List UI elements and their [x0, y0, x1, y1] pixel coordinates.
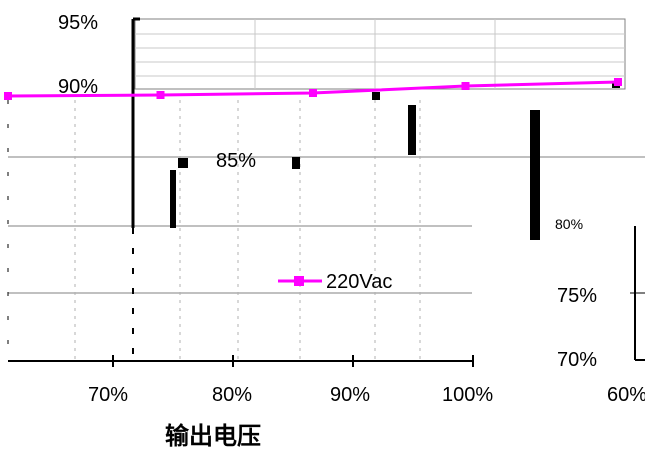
data-point-0-3: [461, 82, 470, 90]
inset-y-tick-label-80: 80%: [555, 216, 583, 232]
y-tick-label-90: 90%: [58, 76, 98, 98]
render-artifact-2: [292, 157, 300, 169]
render-artifact-5: [530, 110, 540, 240]
y-tick-label-85: 85%: [216, 150, 256, 172]
render-artifact-1: [178, 158, 188, 168]
grid: [8, 18, 645, 360]
series-layer: [4, 78, 622, 100]
x-tick-label-70: 70%: [88, 384, 128, 406]
legend-marker: [294, 276, 304, 286]
inset-plot-frame: [134, 18, 626, 90]
data-point-0-2: [309, 89, 317, 97]
render-artifact-3: [372, 92, 380, 100]
legend: 220Vac: [278, 271, 392, 293]
inset-x-tick-label-60: 60%: [607, 384, 645, 406]
axes: [7, 17, 645, 367]
x-tick-label-80: 80%: [212, 384, 252, 406]
x-axis-title: 输出电压: [165, 422, 261, 450]
render-artifact-0: [170, 170, 176, 228]
x-tick-label-90: 90%: [330, 384, 370, 406]
data-point-0-0: [4, 92, 12, 100]
inset-y-tick-label-75: 75%: [557, 285, 597, 307]
x-tick-label-100: 100%: [442, 384, 493, 406]
render-artifact-4: [408, 105, 416, 155]
labels: 95% 90% 85% 80% 75% 70% 70% 80% 90% 100%…: [58, 12, 645, 450]
y-tick-label-95: 95%: [58, 12, 98, 34]
legend-label-220vac: 220Vac: [326, 271, 392, 293]
data-point-0-4: [614, 78, 622, 86]
data-point-0-1: [156, 91, 165, 99]
inset-y-tick-label-70: 70%: [557, 349, 597, 371]
